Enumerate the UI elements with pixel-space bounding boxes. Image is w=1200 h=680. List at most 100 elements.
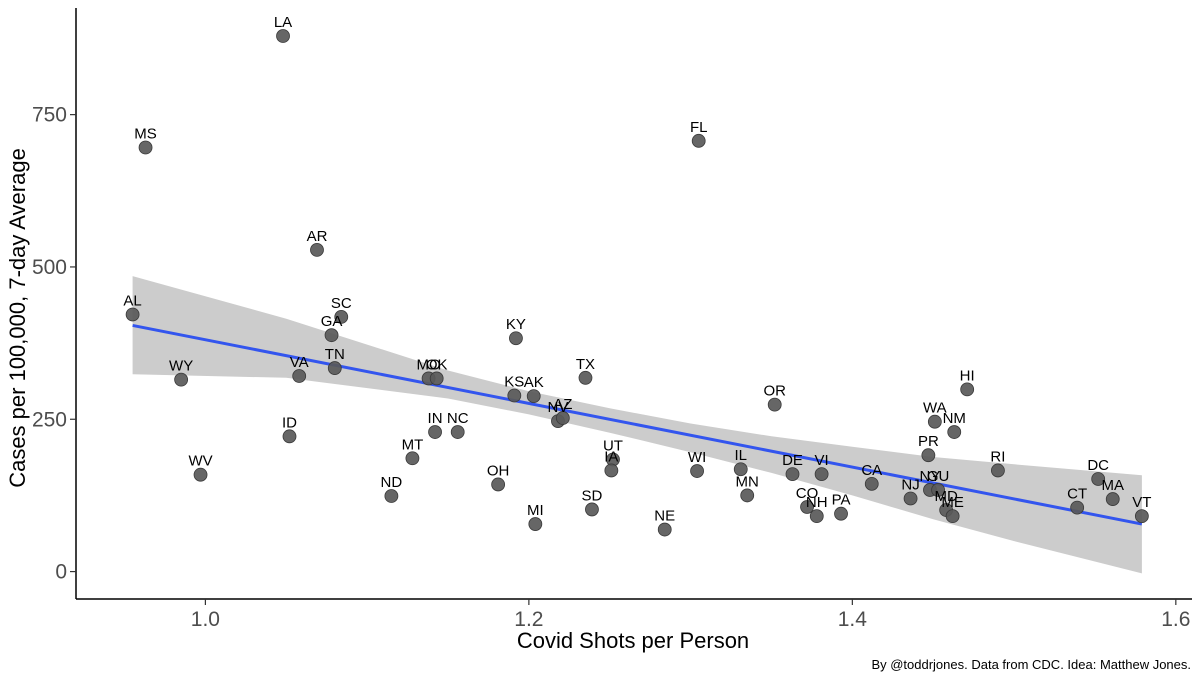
data-point-ne — [657, 522, 672, 537]
data-point-ar — [310, 242, 324, 257]
data-point-dc — [1091, 472, 1106, 486]
point-label-md: MD — [934, 488, 957, 505]
data-point-pa — [834, 506, 848, 521]
data-point-mt — [405, 451, 420, 466]
point-label-tx: TX — [576, 356, 595, 373]
axes-layer: 1.0 1.2 1.4 1.6 0 250 500 750 — [32, 8, 1192, 631]
point-label-ct: CT — [1067, 486, 1087, 503]
data-point-vt — [1134, 509, 1149, 524]
point-label-ms: MS — [134, 126, 157, 143]
data-point-la — [276, 29, 290, 43]
point-label-az: AZ — [553, 396, 572, 413]
point-label-nj: NJ — [901, 476, 919, 493]
data-point-ca — [864, 476, 879, 491]
point-label-de: DE — [782, 452, 803, 469]
data-point-wi — [690, 464, 704, 478]
data-point-in — [428, 425, 442, 439]
x-tick-label: 1.4 — [838, 608, 868, 631]
data-point-sd — [585, 502, 599, 517]
point-label-ne: NE — [654, 508, 675, 525]
point-label-id: ID — [282, 414, 297, 431]
y-tick-label: 250 — [32, 408, 67, 431]
point-label-in: IN — [428, 410, 443, 427]
data-point-nm — [947, 425, 962, 439]
point-label-wa: WA — [923, 400, 947, 417]
point-label-sd: SD — [582, 487, 603, 504]
data-point-id — [282, 429, 297, 444]
data-point-ia — [604, 463, 619, 478]
point-label-ut: UT — [603, 437, 623, 454]
y-tick-label: 500 — [32, 256, 67, 279]
point-label-oh: OH — [487, 462, 510, 479]
data-point-mi — [528, 517, 543, 531]
data-point-fl — [691, 133, 706, 148]
y-tick-label: 750 — [32, 104, 67, 127]
point-label-al: AL — [123, 292, 141, 309]
point-label-fl: FL — [690, 119, 708, 136]
data-point-ks — [507, 388, 522, 403]
point-label-mi: MI — [527, 502, 544, 519]
point-label-hi: HI — [960, 367, 975, 384]
point-label-ga: GA — [321, 313, 343, 330]
data-point-tn — [327, 361, 342, 375]
data-point-wy — [174, 372, 189, 387]
data-point-hi — [960, 382, 975, 397]
point-label-ks: KS — [504, 374, 524, 391]
data-point-ri — [991, 463, 1005, 478]
point-label-nh: NH — [806, 494, 828, 511]
point-label-wy: WY — [169, 358, 193, 375]
points-layer — [125, 29, 1149, 537]
data-point-wa — [927, 414, 942, 429]
point-label-pa: PA — [832, 492, 851, 509]
data-point-ma — [1105, 492, 1120, 506]
data-point-nd — [384, 489, 399, 503]
point-label-mo: MO — [417, 356, 441, 373]
point-label-dc: DC — [1087, 457, 1109, 474]
data-point-va — [292, 369, 307, 383]
x-axis-title: Covid Shots per Person — [517, 628, 749, 653]
point-label-la: LA — [274, 14, 292, 31]
point-label-nm: NM — [943, 410, 966, 427]
point-label-nv: NV — [548, 399, 569, 416]
point-label-ca: CA — [861, 462, 882, 479]
point-label-tn: TN — [325, 346, 345, 363]
data-point-ct — [1070, 500, 1085, 515]
data-point-ky — [509, 331, 523, 346]
data-point-ga — [324, 328, 339, 343]
data-point-oh — [491, 477, 506, 492]
data-point-az — [555, 411, 570, 425]
point-label-or: OR — [763, 383, 786, 400]
point-label-co: CO — [796, 485, 819, 502]
x-tick-label: 1.0 — [191, 608, 220, 631]
data-point-me — [945, 509, 960, 524]
data-point-mn — [740, 488, 755, 503]
trend-line — [132, 323, 1143, 526]
trend-layer — [132, 323, 1143, 526]
data-point-sc — [334, 310, 349, 324]
y-tick-label: 0 — [55, 561, 67, 584]
caption: By @toddrjones. Data from CDC. Idea: Mat… — [871, 657, 1191, 672]
point-label-pr: PR — [918, 433, 939, 450]
point-label-mt: MT — [402, 436, 424, 453]
point-label-mn: MN — [736, 473, 759, 490]
x-tick-label: 1.2 — [514, 608, 543, 631]
data-point-or — [767, 397, 782, 412]
x-tick-label: 1.6 — [1161, 608, 1190, 631]
point-label-ma: MA — [1101, 477, 1124, 494]
point-label-ky: KY — [506, 316, 526, 333]
data-point-nh — [809, 509, 824, 524]
point-label-ar: AR — [307, 228, 328, 245]
data-point-tx — [578, 370, 593, 385]
y-axis-title: Cases per 100,000, 7-day Average — [5, 148, 30, 488]
point-label-ok: OK — [426, 356, 448, 373]
point-label-nc: NC — [447, 410, 469, 427]
data-point-ak — [526, 389, 541, 404]
data-point-co — [800, 500, 814, 514]
data-point-pr — [921, 448, 936, 463]
point-label-vt: VT — [1132, 494, 1151, 511]
point-label-gu: GU — [927, 468, 950, 485]
point-label-vi: VI — [815, 452, 829, 469]
point-label-wv: WV — [188, 453, 212, 470]
